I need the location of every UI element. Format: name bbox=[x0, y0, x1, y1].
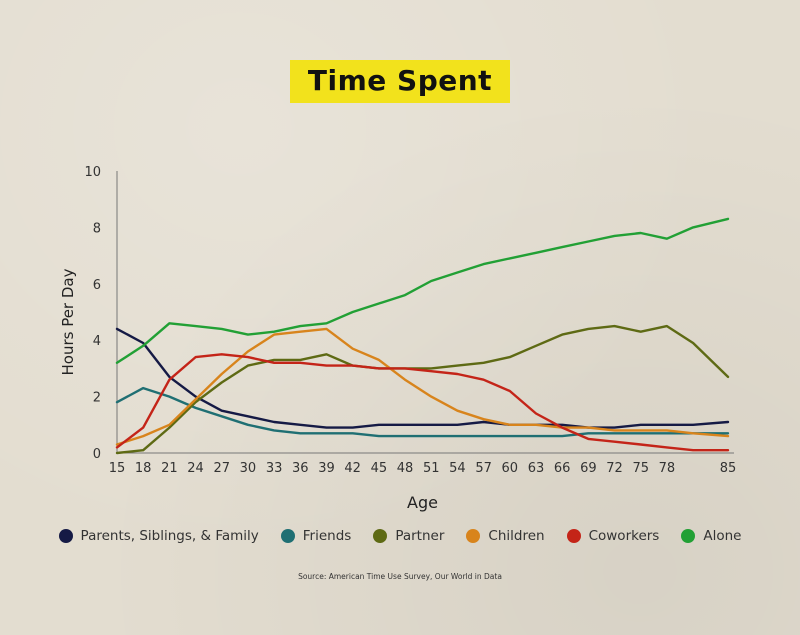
chart-title: Time Spent bbox=[289, 60, 511, 103]
legend-label: Friends bbox=[302, 528, 352, 544]
legend-item: Children bbox=[466, 528, 545, 544]
x-tick-label: 72 bbox=[606, 461, 623, 476]
x-tick-label: 24 bbox=[187, 461, 204, 476]
series-line-coworkers bbox=[115, 353, 730, 452]
y-tick-label: 0 bbox=[93, 447, 101, 462]
chart-legend: Parents, Siblings, & Family Friends Partne… bbox=[0, 528, 800, 544]
y-tick-label: 8 bbox=[93, 221, 101, 236]
legend-swatch bbox=[566, 529, 581, 543]
x-tick-label: 54 bbox=[449, 461, 466, 476]
legend-swatch bbox=[280, 529, 295, 543]
legend-label: Partner bbox=[395, 528, 445, 544]
legend-label: Alone bbox=[703, 528, 742, 544]
series-line-alone bbox=[115, 217, 730, 364]
x-tick-label: 18 bbox=[135, 461, 152, 476]
x-tick-label: 51 bbox=[423, 461, 440, 476]
legend-swatch bbox=[466, 529, 481, 543]
x-tick-label: 36 bbox=[292, 461, 309, 476]
x-tick-label: 78 bbox=[659, 461, 676, 476]
legend-label: Children bbox=[488, 528, 545, 544]
x-tick-label: 21 bbox=[161, 461, 178, 476]
x-tick-label: 30 bbox=[240, 461, 257, 476]
legend-swatch bbox=[681, 529, 696, 543]
x-tick-label: 45 bbox=[371, 461, 388, 476]
x-tick-label: 48 bbox=[397, 461, 414, 476]
series-line-parents-siblings-family bbox=[115, 327, 730, 429]
x-tick-label: 75 bbox=[632, 461, 649, 476]
legend-item: Alone bbox=[681, 528, 741, 544]
x-tick-label: 33 bbox=[266, 461, 283, 476]
x-tick-label: 85 bbox=[720, 461, 737, 476]
legend-item: Partner bbox=[373, 528, 444, 544]
x-tick-label: 39 bbox=[318, 461, 335, 476]
x-tick-label: 63 bbox=[528, 461, 545, 476]
legend-item: Friends bbox=[280, 528, 352, 544]
x-tick-label: 66 bbox=[554, 461, 571, 476]
source-note: Source: American Time Use Survey, Our Wo… bbox=[298, 572, 502, 581]
legend-label: Parents, Siblings, & Family bbox=[80, 528, 259, 544]
series-line-children bbox=[115, 327, 730, 446]
y-tick-label: 6 bbox=[93, 278, 101, 293]
y-tick-label: 2 bbox=[93, 391, 101, 406]
legend-swatch bbox=[58, 529, 73, 543]
legend-item: Parents, Siblings, & Family bbox=[58, 528, 259, 544]
legend-swatch bbox=[373, 529, 388, 543]
legend-label: Coworkers bbox=[588, 528, 660, 544]
series-line-partner bbox=[115, 324, 730, 455]
x-tick-label: 60 bbox=[502, 461, 519, 476]
x-tick-label: 69 bbox=[580, 461, 597, 476]
x-tick-label: 27 bbox=[213, 461, 230, 476]
y-tick-label: 4 bbox=[93, 334, 101, 349]
y-tick-label: 10 bbox=[84, 165, 101, 180]
series-line-friends bbox=[115, 386, 730, 438]
x-axis-label: Age bbox=[407, 493, 438, 512]
y-axis-label: Hours Per Day bbox=[59, 268, 77, 375]
x-tick-label: 15 bbox=[109, 461, 126, 476]
x-tick-label: 42 bbox=[344, 461, 361, 476]
x-tick-label: 57 bbox=[475, 461, 492, 476]
legend-item: Coworkers bbox=[566, 528, 660, 544]
chart-title-container: Time Spent bbox=[0, 60, 800, 103]
